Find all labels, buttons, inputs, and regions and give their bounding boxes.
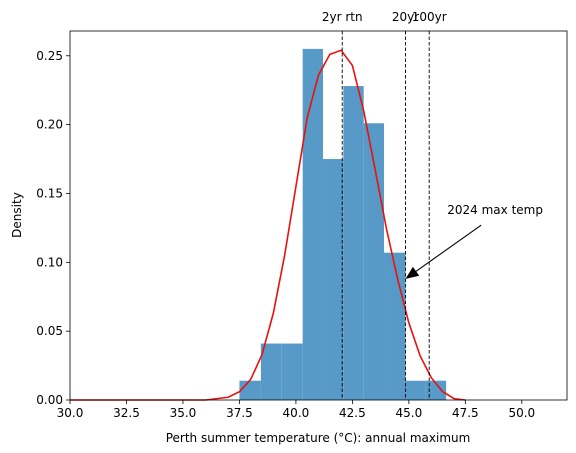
y-tick-label-2: 0.10: [36, 255, 63, 269]
x-tick-label-2: 35.0: [170, 406, 197, 420]
histogram-bar-1: [260, 343, 282, 400]
histogram-bar-9: [425, 380, 447, 400]
x-tick-label-8: 50.0: [508, 406, 535, 420]
x-tick-label-1: 32.5: [113, 406, 140, 420]
histogram-bar-3: [302, 48, 324, 400]
histogram-bar-2: [281, 343, 303, 400]
annotation-arrow-line: [415, 224, 482, 272]
histogram-bar-7: [384, 252, 406, 400]
annotation-layer: 2024 max temp: [405, 203, 543, 279]
histogram-bar-8: [405, 380, 426, 400]
x-axis-ticks: 30.0 32.5 35.0 37.5 40.0 42.5 45.0 47.5 50.0: [57, 400, 535, 420]
y-axis-label: Density: [10, 192, 24, 238]
return-level-label-2: 100yr: [412, 10, 447, 24]
y-tick-label-4: 0.20: [36, 118, 63, 132]
x-tick-label-5: 42.5: [339, 406, 366, 420]
y-tick-label-5: 0.25: [36, 49, 63, 63]
annotation-text: 2024 max temp: [447, 203, 543, 217]
histogram-bar-5: [343, 86, 364, 401]
annotation-arrow-head: [405, 266, 420, 279]
histogram-bar-0: [239, 380, 261, 400]
return-level-label-0: 2yr rtn: [322, 10, 363, 24]
return-level-label-1: 20yr: [392, 10, 419, 24]
histogram-bars: [239, 48, 447, 401]
x-tick-label-6: 45.0: [396, 406, 423, 420]
histogram-bar-4: [323, 159, 344, 400]
y-tick-label-3: 0.15: [36, 186, 63, 200]
y-tick-label-0: 0.00: [36, 393, 63, 407]
y-axis-ticks: 0.00 0.05 0.10 0.15 0.20 0.25: [36, 49, 70, 407]
x-tick-label-0: 30.0: [57, 406, 84, 420]
x-axis-label: Perth summer temperature (°C): annual ma…: [166, 431, 471, 445]
x-tick-label-4: 40.0: [283, 406, 310, 420]
x-tick-label-7: 47.5: [452, 406, 479, 420]
y-tick-label-1: 0.05: [36, 324, 63, 338]
plot-frame: [69, 30, 568, 401]
x-tick-label-3: 37.5: [226, 406, 253, 420]
